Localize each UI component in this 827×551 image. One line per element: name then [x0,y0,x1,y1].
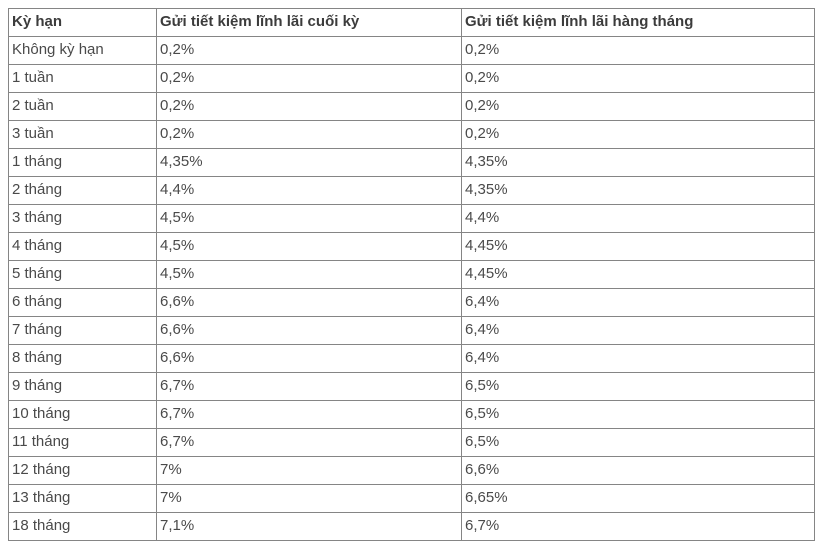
monthly-rate-cell: 4,45% [461,232,815,261]
end-rate-cell: 0,2% [156,36,462,65]
end-rate-cell: 7% [156,484,462,513]
table-row: 18 tháng 7,1% 6,7% [8,512,815,541]
monthly-rate-cell: 4,35% [461,148,815,177]
table-row: 3 tháng 4,5% 4,4% [8,204,815,233]
table-body: Không kỳ hạn 0,2% 0,2% 1 tuần 0,2% 0,2% … [8,36,815,541]
term-cell: 9 tháng [8,372,157,401]
table-row: 13 tháng 7% 6,65% [8,484,815,513]
monthly-rate-cell: 6,4% [461,288,815,317]
monthly-rate-cell: 6,65% [461,484,815,513]
end-rate-cell: 0,2% [156,92,462,121]
term-cell: 2 tháng [8,176,157,205]
end-rate-cell: 7,1% [156,512,462,541]
table-row: 3 tuần 0,2% 0,2% [8,120,815,149]
term-cell: 7 tháng [8,316,157,345]
table-row: 9 tháng 6,7% 6,5% [8,372,815,401]
term-cell: 1 tuần [8,64,157,93]
end-rate-cell: 0,2% [156,64,462,93]
term-cell: 4 tháng [8,232,157,261]
monthly-rate-cell: 6,4% [461,344,815,373]
term-cell: Không kỳ hạn [8,36,157,65]
term-cell: 8 tháng [8,344,157,373]
end-rate-cell: 6,7% [156,400,462,429]
column-header-end-of-term-rate: Gửi tiết kiệm lĩnh lãi cuối kỳ [156,8,462,37]
monthly-rate-cell: 6,5% [461,428,815,457]
end-rate-cell: 4,4% [156,176,462,205]
end-rate-cell: 4,5% [156,204,462,233]
end-rate-cell: 6,7% [156,428,462,457]
monthly-rate-cell: 0,2% [461,92,815,121]
table-header-row: Kỳ hạn Gửi tiết kiệm lĩnh lãi cuối kỳ Gử… [8,8,815,37]
term-cell: 1 tháng [8,148,157,177]
table-row: 2 tháng 4,4% 4,35% [8,176,815,205]
table-row: 8 tháng 6,6% 6,4% [8,344,815,373]
term-cell: 3 tháng [8,204,157,233]
monthly-rate-cell: 6,6% [461,456,815,485]
end-rate-cell: 6,6% [156,344,462,373]
term-cell: 13 tháng [8,484,157,513]
term-cell: 12 tháng [8,456,157,485]
term-cell: 10 tháng [8,400,157,429]
term-cell: 5 tháng [8,260,157,289]
end-rate-cell: 4,35% [156,148,462,177]
term-cell: 3 tuần [8,120,157,149]
term-cell: 11 tháng [8,428,157,457]
monthly-rate-cell: 4,35% [461,176,815,205]
table-row: 1 tuần 0,2% 0,2% [8,64,815,93]
end-rate-cell: 6,6% [156,288,462,317]
monthly-rate-cell: 6,4% [461,316,815,345]
table-row: 11 tháng 6,7% 6,5% [8,428,815,457]
monthly-rate-cell: 6,5% [461,400,815,429]
monthly-rate-cell: 4,45% [461,260,815,289]
end-rate-cell: 7% [156,456,462,485]
table-row: 10 tháng 6,7% 6,5% [8,400,815,429]
monthly-rate-cell: 6,7% [461,512,815,541]
monthly-rate-cell: 0,2% [461,120,815,149]
monthly-rate-cell: 6,5% [461,372,815,401]
table-row: 4 tháng 4,5% 4,45% [8,232,815,261]
column-header-term: Kỳ hạn [8,8,157,37]
interest-rate-table: Kỳ hạn Gửi tiết kiệm lĩnh lãi cuối kỳ Gử… [8,8,815,541]
table-row: 5 tháng 4,5% 4,45% [8,260,815,289]
term-cell: 6 tháng [8,288,157,317]
monthly-rate-cell: 4,4% [461,204,815,233]
table-row: 2 tuần 0,2% 0,2% [8,92,815,121]
end-rate-cell: 0,2% [156,120,462,149]
term-cell: 18 tháng [8,512,157,541]
end-rate-cell: 4,5% [156,260,462,289]
table-row: 6 tháng 6,6% 6,4% [8,288,815,317]
end-rate-cell: 6,7% [156,372,462,401]
table-row: 12 tháng 7% 6,6% [8,456,815,485]
table-row: Không kỳ hạn 0,2% 0,2% [8,36,815,65]
table-row: 1 tháng 4,35% 4,35% [8,148,815,177]
term-cell: 2 tuần [8,92,157,121]
monthly-rate-cell: 0,2% [461,64,815,93]
table-row: 7 tháng 6,6% 6,4% [8,316,815,345]
column-header-monthly-rate: Gửi tiết kiệm lĩnh lãi hàng tháng [461,8,815,37]
monthly-rate-cell: 0,2% [461,36,815,65]
end-rate-cell: 4,5% [156,232,462,261]
end-rate-cell: 6,6% [156,316,462,345]
